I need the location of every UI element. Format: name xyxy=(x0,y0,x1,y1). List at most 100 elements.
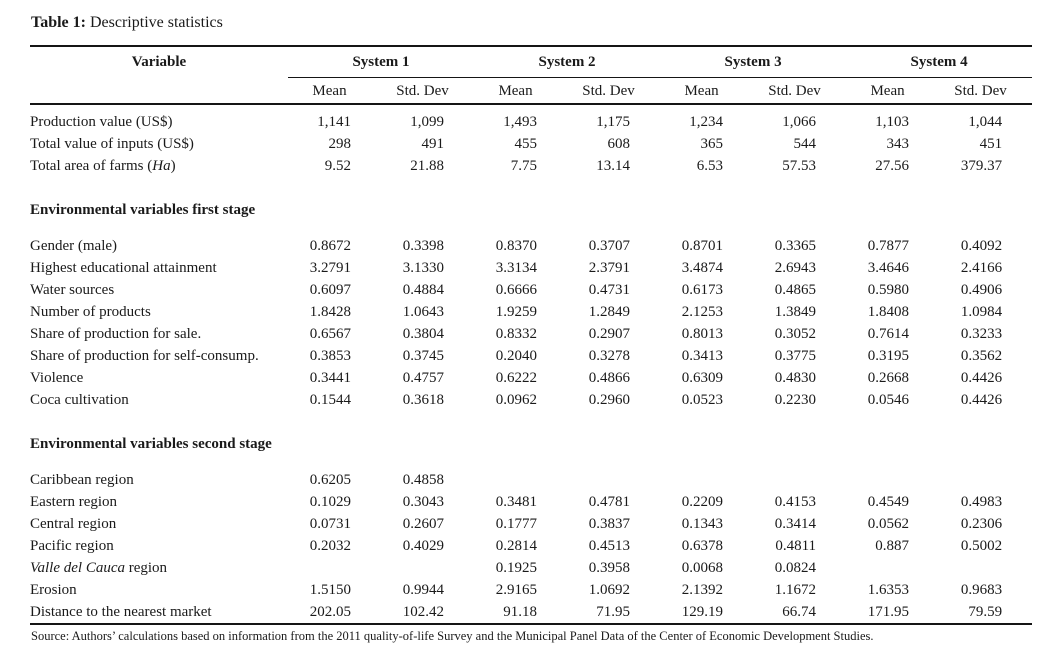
cell-value: 0.3562 xyxy=(960,348,1003,364)
cell-value: 0.3052 xyxy=(774,326,817,342)
table-row: Number of products 1.8428 1.0643 1.9259 1.28… xyxy=(30,301,1032,323)
cell-value: 0.3775 xyxy=(774,348,817,364)
subheader-std-dev: Std. Dev xyxy=(381,77,475,105)
cell-value: 0.9944 xyxy=(402,582,445,598)
cell-value: 0.2040 xyxy=(495,348,538,364)
cell-value: 0.3043 xyxy=(402,494,445,510)
row-label: Production value (US$) xyxy=(30,114,173,130)
cell-value: 0.8332 xyxy=(495,326,538,342)
column-header-variable: Variable xyxy=(131,54,187,71)
table-row: Caribbean region 0.6205 0.4858 xyxy=(30,469,1032,491)
cell-value: 0.8701 xyxy=(681,238,724,254)
cell-value: 0.4731 xyxy=(588,282,631,298)
cell-value: 298 xyxy=(328,136,352,152)
cell-value: 0.887 xyxy=(875,538,910,554)
cell-value: 0.6567 xyxy=(309,326,351,342)
cell-value: 0.2814 xyxy=(495,538,538,554)
cell-value: 0.0562 xyxy=(867,516,910,532)
cell-value: 102.42 xyxy=(402,604,445,620)
cell-value: 0.0824 xyxy=(774,560,817,576)
group-header-system-1: System 1 xyxy=(288,46,475,78)
table-row: Production value (US$) 1,141 1,099 1,493 1,1… xyxy=(30,104,1032,133)
row-label: Pacific region xyxy=(30,538,114,554)
table-row: Total value of inputs (US$) 298 491 455 608 3… xyxy=(30,133,1032,155)
cell-value: 0.0523 xyxy=(681,392,724,408)
cell-value: 0.2960 xyxy=(588,392,631,408)
cell-value: 491 xyxy=(421,136,445,152)
cell-value: 0.3195 xyxy=(867,348,910,364)
cell-value: 1.0692 xyxy=(588,582,631,598)
table-row: Share of production for sale. 0.6567 0.380… xyxy=(30,323,1032,345)
row-label: Number of products xyxy=(30,304,151,320)
cell-value: 2.1253 xyxy=(681,304,724,320)
cell-value: 0.2907 xyxy=(588,326,631,342)
row-label: Gender (male) xyxy=(30,238,118,254)
cell-value: 0.4513 xyxy=(588,538,631,554)
document-page: Table 1: Descriptive statistics Variable… xyxy=(30,14,1033,643)
cell-value: 1.3849 xyxy=(774,304,817,320)
cell-value: 0.4029 xyxy=(402,538,445,554)
cell-value: 0.0068 xyxy=(681,560,724,576)
group-header-row: Variable System 1 System 2 System 3 Syst… xyxy=(30,46,1033,78)
cell-value: 13.14 xyxy=(596,158,631,174)
cell-value: 0.3618 xyxy=(402,392,445,408)
cell-value: 0.1544 xyxy=(309,392,351,408)
cell-value: 171.95 xyxy=(867,604,910,620)
row-label: Coca cultivation xyxy=(30,392,129,408)
cell-value: 1.8428 xyxy=(309,304,351,320)
cell-value: 0.6666 xyxy=(495,282,538,298)
cell-value: 57.53 xyxy=(782,158,817,174)
cell-value: 79.59 xyxy=(968,604,1003,620)
cell-value xyxy=(381,557,474,579)
table-row: Pacific region 0.2032 0.4029 0.2814 0.4513 0.… xyxy=(30,535,1032,557)
cell-value: 1.0984 xyxy=(960,304,1003,320)
row-label: Share of production for sale. xyxy=(30,326,202,342)
table-row: Erosion 1.5150 0.9944 2.9165 1.0692 2.1392 1.1… xyxy=(30,579,1032,601)
cell-value: 0.7614 xyxy=(867,326,910,342)
cell-value: 3.4646 xyxy=(867,260,910,276)
cell-value: 0.4983 xyxy=(960,494,1003,510)
cell-value: 0.6173 xyxy=(681,282,724,298)
cell-value: 0.4426 xyxy=(960,370,1003,386)
cell-value: 1,234 xyxy=(689,114,724,130)
cell-value: 1,493 xyxy=(503,114,538,130)
cell-value: 0.2306 xyxy=(960,516,1003,532)
row-label: Violence xyxy=(30,370,84,386)
cell-value: 71.95 xyxy=(596,604,631,620)
cell-value: 9.52 xyxy=(324,158,351,174)
cell-value: 0.4153 xyxy=(774,494,817,510)
descriptive-statistics-table: Variable System 1 System 2 System 3 Syst… xyxy=(30,45,1033,625)
cell-value: 3.1330 xyxy=(402,260,445,276)
cell-value: 1.6353 xyxy=(867,582,910,598)
table-header: Variable System 1 System 2 System 3 Syst… xyxy=(30,46,1033,105)
cell-value: 0.5002 xyxy=(960,538,1003,554)
cell-value: 0.4884 xyxy=(402,282,445,298)
cell-value: 2.1392 xyxy=(681,582,724,598)
cell-value: 129.19 xyxy=(681,604,724,620)
cell-value: 0.3853 xyxy=(309,348,351,364)
table-row: Highest educational attainment 3.2791 3.13… xyxy=(30,257,1032,279)
sub-header-spacer xyxy=(30,77,288,105)
cell-value: 0.7877 xyxy=(867,238,910,254)
cell-value: 3.2791 xyxy=(309,260,351,276)
cell-value: 0.6309 xyxy=(681,370,724,386)
cell-value: 0.6222 xyxy=(495,370,538,386)
subheader-mean: Mean xyxy=(846,77,940,105)
row-label: Eastern region xyxy=(30,494,118,510)
cell-value: 0.8672 xyxy=(309,238,351,254)
cell-value: 0.3278 xyxy=(588,348,631,364)
cell-value: 0.8370 xyxy=(495,238,538,254)
table-title-text: Descriptive statistics xyxy=(85,14,223,31)
cell-value: 2.4166 xyxy=(960,260,1003,276)
cell-value: 1,099 xyxy=(410,114,445,130)
cell-value: 21.88 xyxy=(410,158,445,174)
cell-value: 0.3707 xyxy=(588,238,631,254)
cell-value xyxy=(846,557,939,579)
row-label: Total value of inputs (US$) xyxy=(30,136,194,152)
table-row: Gender (male) 0.8672 0.3398 0.8370 0.3707 0.8… xyxy=(30,235,1032,257)
subheader-mean: Mean xyxy=(660,77,754,105)
cell-value: 0.2607 xyxy=(402,516,445,532)
cell-value xyxy=(288,557,381,579)
cell-value: 66.74 xyxy=(782,604,817,620)
cell-value: 0.4858 xyxy=(402,472,445,488)
